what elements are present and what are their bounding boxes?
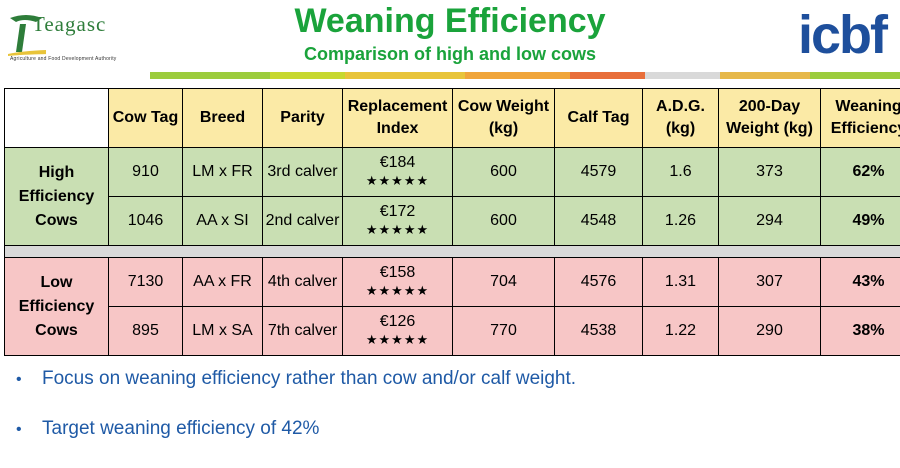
efficiency-cell: 49%: [821, 197, 900, 246]
cow-weight-cell: 600: [453, 197, 555, 246]
bullet-dot-icon: •: [16, 421, 42, 439]
index-value: €172: [343, 203, 452, 221]
color-band-segment: [720, 72, 810, 79]
cow-tag-cell: 1046: [109, 197, 183, 246]
cow-weight-cell: 704: [453, 258, 555, 307]
header-color-band: [150, 72, 900, 79]
parity-cell: 2nd calver: [263, 197, 343, 246]
efficiency-cell: 43%: [821, 258, 900, 307]
color-band-segment: [570, 72, 645, 79]
header-breed: Breed: [183, 89, 263, 148]
breed-cell: AA x SI: [183, 197, 263, 246]
header-cow-weight: Cow Weight (kg): [453, 89, 555, 148]
adg-cell: 1.31: [643, 258, 719, 307]
page-title: Weaning Efficiency: [0, 2, 900, 41]
cow-tag-cell: 910: [109, 148, 183, 197]
bullet-text: Focus on weaning efficiency rather than …: [42, 368, 576, 390]
star-rating: ★★★★★: [343, 221, 452, 239]
header-blank-cell: [5, 89, 109, 148]
separator-cell: [5, 246, 900, 258]
header-weaning-efficiency: Weaning Efficiency: [821, 89, 900, 148]
efficiency-cell: 38%: [821, 307, 900, 356]
table-row: Low Efficiency Cows 7130 AA x FR 4th cal…: [5, 258, 900, 307]
replacement-index-cell: €172 ★★★★★: [343, 197, 453, 246]
color-band-segment: [150, 72, 270, 79]
table-row: High Efficiency Cows 910 LM x FR 3rd cal…: [5, 148, 900, 197]
group-label-low: Low Efficiency Cows: [5, 258, 109, 356]
adg-cell: 1.6: [643, 148, 719, 197]
breed-cell: AA x FR: [183, 258, 263, 307]
bullet-list: • Focus on weaning efficiency rather tha…: [16, 368, 886, 468]
bullet-text: Target weaning efficiency of 42%: [42, 418, 319, 440]
index-value: €158: [343, 264, 452, 282]
star-rating: ★★★★★: [343, 282, 452, 300]
breed-cell: LM x FR: [183, 148, 263, 197]
header-adg: A.D.G. (kg): [643, 89, 719, 148]
bullet-dot-icon: •: [16, 371, 42, 389]
table-row: 895 LM x SA 7th calver €126 ★★★★★ 770 45…: [5, 307, 900, 356]
star-rating: ★★★★★: [343, 172, 452, 190]
table-header-row: Cow Tag Breed Parity Replacement Index C…: [5, 89, 900, 148]
parity-cell: 7th calver: [263, 307, 343, 356]
cow-tag-cell: 895: [109, 307, 183, 356]
color-band-segment: [465, 72, 570, 79]
index-value: €126: [343, 313, 452, 331]
weaning-table: Cow Tag Breed Parity Replacement Index C…: [4, 88, 900, 356]
cow-weight-cell: 770: [453, 307, 555, 356]
color-band-segment: [810, 72, 900, 79]
star-rating: ★★★★★: [343, 331, 452, 349]
page-subtitle: Comparison of high and low cows: [0, 44, 900, 65]
header-200-day-weight: 200-Day Weight (kg): [719, 89, 821, 148]
parity-cell: 3rd calver: [263, 148, 343, 197]
calf-tag-cell: 4579: [555, 148, 643, 197]
group-separator: [5, 246, 900, 258]
weight200-cell: 373: [719, 148, 821, 197]
cow-tag-cell: 7130: [109, 258, 183, 307]
calf-tag-cell: 4548: [555, 197, 643, 246]
efficiency-cell: 62%: [821, 148, 900, 197]
adg-cell: 1.26: [643, 197, 719, 246]
header-cow-tag: Cow Tag: [109, 89, 183, 148]
header-parity: Parity: [263, 89, 343, 148]
index-value: €184: [343, 154, 452, 172]
parity-cell: 4th calver: [263, 258, 343, 307]
weight200-cell: 290: [719, 307, 821, 356]
calf-tag-cell: 4538: [555, 307, 643, 356]
bullet-item: • Focus on weaning efficiency rather tha…: [16, 368, 886, 418]
breed-cell: LM x SA: [183, 307, 263, 356]
header-replacement-index: Replacement Index: [343, 89, 453, 148]
table-row: 1046 AA x SI 2nd calver €172 ★★★★★ 600 4…: [5, 197, 900, 246]
weight200-cell: 294: [719, 197, 821, 246]
replacement-index-cell: €126 ★★★★★: [343, 307, 453, 356]
icbf-logo: icbf: [766, 10, 886, 70]
weight200-cell: 307: [719, 258, 821, 307]
replacement-index-cell: €158 ★★★★★: [343, 258, 453, 307]
color-band-segment: [345, 72, 465, 79]
calf-tag-cell: 4576: [555, 258, 643, 307]
icbf-brand: icbf: [798, 4, 886, 66]
replacement-index-cell: €184 ★★★★★: [343, 148, 453, 197]
color-band-segment: [270, 72, 345, 79]
adg-cell: 1.22: [643, 307, 719, 356]
bullet-item: • Target weaning efficiency of 42%: [16, 418, 886, 468]
group-label-high: High Efficiency Cows: [5, 148, 109, 246]
header-calf-tag: Calf Tag: [555, 89, 643, 148]
cow-weight-cell: 600: [453, 148, 555, 197]
color-band-segment: [645, 72, 720, 79]
